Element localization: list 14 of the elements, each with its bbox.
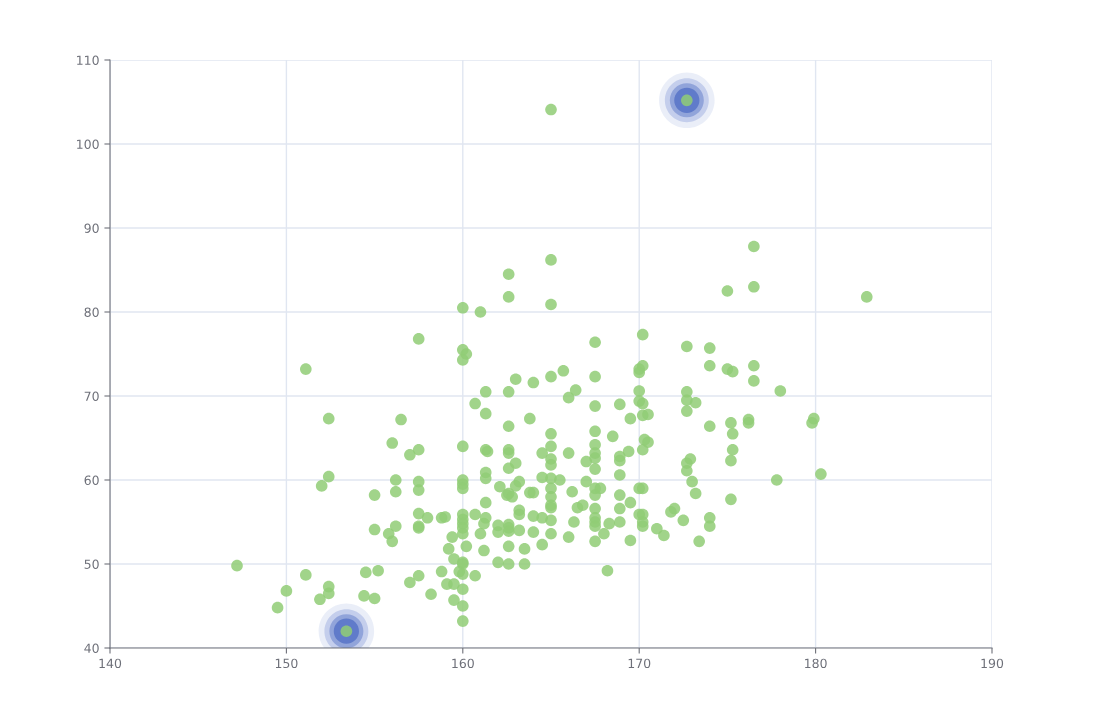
x-tick-label: 180 bbox=[805, 658, 827, 669]
x-tick-label: 150 bbox=[275, 658, 298, 669]
x-tick-label: 160 bbox=[452, 658, 474, 669]
x-tick-label: 190 bbox=[981, 658, 1004, 669]
y-tick-label: 100 bbox=[77, 139, 99, 149]
y-tick-label: 80 bbox=[84, 307, 99, 317]
y-tick-label: 40 bbox=[84, 643, 99, 653]
y-tick-label: 90 bbox=[84, 223, 99, 233]
x-tick-label: 140 bbox=[99, 658, 122, 669]
x-tick-label: 170 bbox=[628, 658, 651, 669]
y-tick-label: 50 bbox=[84, 559, 99, 569]
y-tick-label: 70 bbox=[84, 391, 99, 401]
y-tick-label: 110 bbox=[77, 55, 99, 65]
y-tick-label: 60 bbox=[84, 475, 99, 485]
